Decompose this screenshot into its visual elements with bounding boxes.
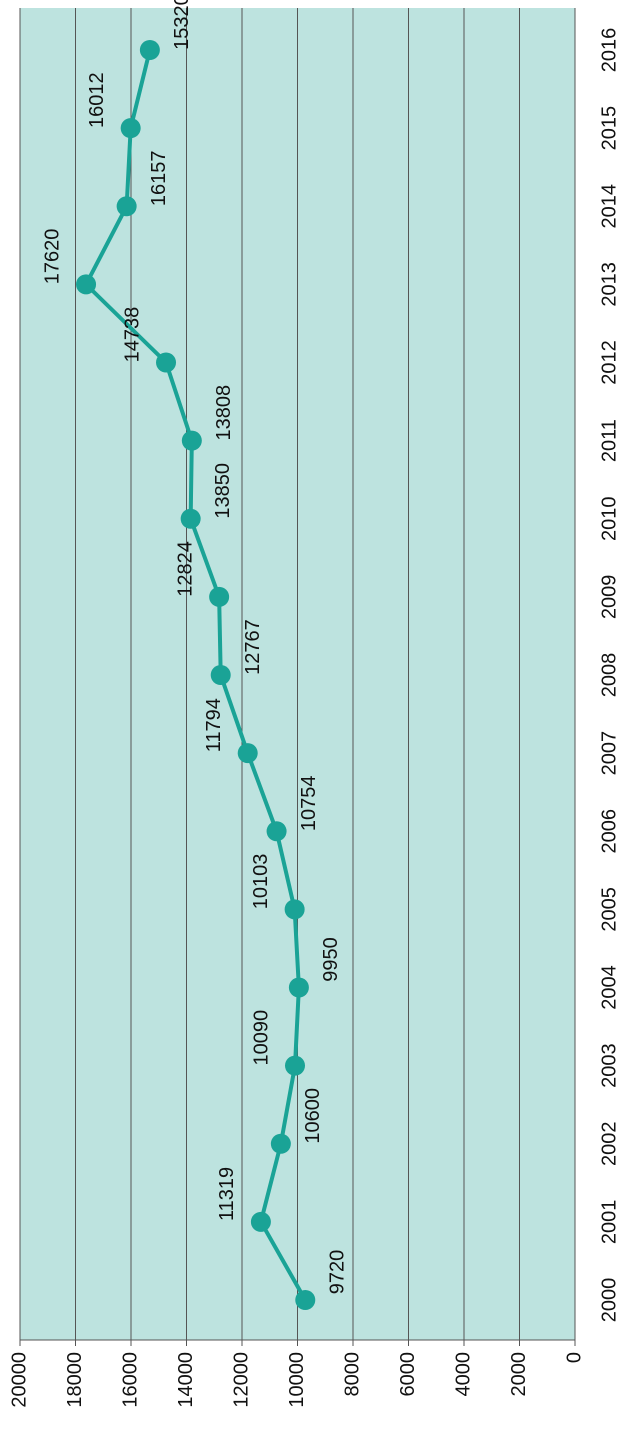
point	[120, 118, 141, 139]
data-label: 15320	[171, 0, 193, 50]
x-tick-label: 2004	[598, 965, 620, 1010]
point	[156, 352, 177, 373]
x-tick-label: 2008	[598, 653, 620, 698]
y-tick-label: 6000	[397, 1352, 419, 1397]
x-tick-label: 2013	[598, 262, 620, 307]
y-tick-label: 0	[563, 1352, 585, 1363]
x-tick-label: 2006	[598, 809, 620, 854]
point	[209, 586, 230, 607]
x-tick-label: 2002	[598, 1122, 620, 1167]
x-tick-label: 2012	[598, 340, 620, 385]
x-tick-label: 2007	[598, 731, 620, 776]
point	[266, 821, 287, 842]
point	[76, 274, 97, 295]
x-tick-label: 2014	[598, 184, 620, 229]
x-tick-label: 2001	[598, 1200, 620, 1245]
point	[270, 1133, 291, 1154]
point	[288, 977, 309, 998]
data-label: 12824	[174, 541, 196, 597]
data-label: 17620	[41, 229, 63, 285]
data-label: 10754	[298, 775, 320, 831]
data-label: 10090	[250, 1010, 272, 1066]
data-label: 12767	[242, 619, 264, 675]
data-label: 10103	[250, 854, 272, 910]
x-tick-label: 2010	[598, 497, 620, 542]
x-tick-label: 2000	[598, 1278, 620, 1323]
point	[250, 1211, 271, 1232]
data-label: 9720	[327, 1250, 349, 1295]
point	[180, 508, 201, 529]
x-tick-label: 2005	[598, 887, 620, 932]
y-tick-label: 20000	[8, 1352, 30, 1408]
y-tick-label: 18000	[64, 1352, 86, 1408]
point	[181, 430, 202, 451]
point	[284, 899, 305, 920]
y-tick-label: 16000	[119, 1352, 141, 1408]
x-tick-label: 2016	[598, 28, 620, 73]
data-label: 13850	[212, 463, 234, 519]
point	[210, 665, 231, 685]
x-tick-label: 2009	[598, 575, 620, 620]
y-tick-label: 4000	[452, 1352, 474, 1397]
x-tick-label: 2015	[598, 106, 620, 151]
y-tick-label: 14000	[175, 1352, 197, 1408]
data-label: 11794	[203, 698, 225, 752]
point	[116, 196, 137, 217]
data-label: 16012	[86, 72, 108, 128]
data-label: 11319	[216, 1167, 238, 1221]
point	[139, 40, 160, 60]
data-label: 10600	[302, 1088, 324, 1144]
point	[237, 743, 258, 764]
y-tick-label: 10000	[286, 1352, 308, 1408]
x-tick-label: 2011	[598, 419, 620, 462]
data-label: 14738	[121, 307, 143, 363]
data-label: 16157	[148, 150, 170, 206]
y-tick-label: 8000	[341, 1352, 363, 1397]
data-label: 13808	[213, 385, 235, 441]
point	[285, 1055, 306, 1076]
y-tick-label: 12000	[230, 1352, 252, 1408]
x-tick-label: 2003	[598, 1043, 620, 1088]
point	[295, 1290, 316, 1310]
y-tick-label: 2000	[508, 1352, 530, 1397]
data-label: 9950	[320, 937, 342, 982]
